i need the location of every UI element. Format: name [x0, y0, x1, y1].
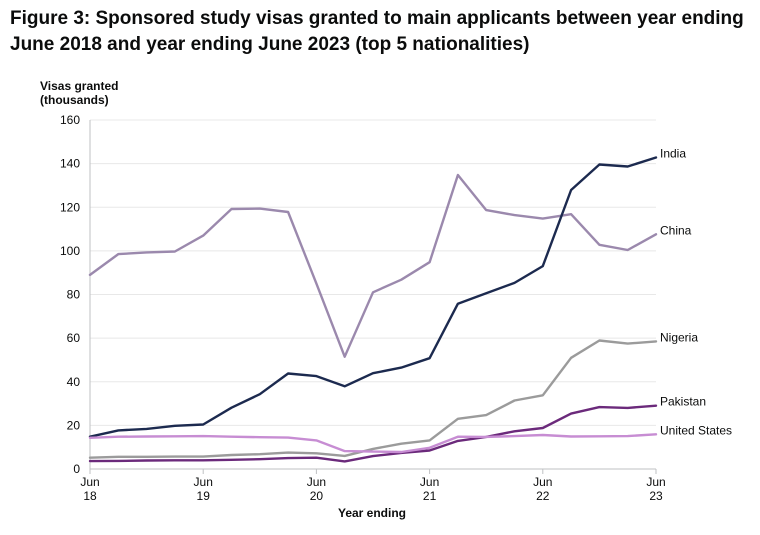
x-tick-label-month: Jun	[307, 475, 326, 489]
series-line-united-states	[88, 433, 658, 454]
series-label-china: China	[660, 223, 692, 237]
y-axis-label-line-2: (thousands)	[40, 93, 109, 107]
y-tick-label: 120	[60, 200, 80, 214]
x-tick-label-month: Jun	[420, 475, 439, 489]
gridlines	[90, 119, 656, 426]
series-label-india: India	[660, 147, 686, 161]
series-line-nigeria	[88, 339, 658, 459]
y-axis-label-line-1: Visas granted	[40, 79, 118, 93]
series-line-india	[88, 156, 658, 438]
x-tick-label-year: 20	[310, 489, 324, 503]
x-tick-label-month: Jun	[80, 475, 99, 489]
series-label-united-states: United States	[660, 423, 732, 437]
x-tick-label-month: Jun	[194, 475, 213, 489]
y-tick-label: 0	[73, 462, 80, 476]
x-tick-label-year: 23	[649, 489, 663, 503]
x-tick-label-year: 22	[536, 489, 550, 503]
y-tick-label: 160	[60, 113, 80, 127]
y-tick-label: 100	[60, 244, 80, 258]
x-axis-label: Year ending	[338, 506, 406, 520]
x-tick-label-month: Jun	[533, 475, 552, 489]
x-tick-label-year: 19	[197, 489, 211, 503]
x-tick-label-year: 21	[423, 489, 437, 503]
y-tick-label: 40	[67, 375, 81, 389]
y-tick-label: 140	[60, 157, 80, 171]
series-label-nigeria: Nigeria	[660, 330, 698, 344]
y-axis-ticks: 0 20 40 60 80 100 120 140 160	[60, 113, 80, 476]
x-tick-label-month: Jun	[646, 475, 665, 489]
x-tick-label-year: 18	[83, 489, 97, 503]
series-lines	[88, 156, 658, 463]
series-line-pakistan	[88, 404, 658, 463]
y-tick-label: 60	[67, 331, 81, 345]
series-line-china	[88, 173, 658, 358]
series-labels: India China Nigeria Pakistan United States	[660, 147, 732, 438]
chart-title: Figure 3: Sponsored study visas granted …	[10, 8, 744, 55]
y-tick-label: 80	[67, 288, 81, 302]
y-tick-label: 20	[67, 418, 81, 432]
series-label-pakistan: Pakistan	[660, 395, 706, 409]
